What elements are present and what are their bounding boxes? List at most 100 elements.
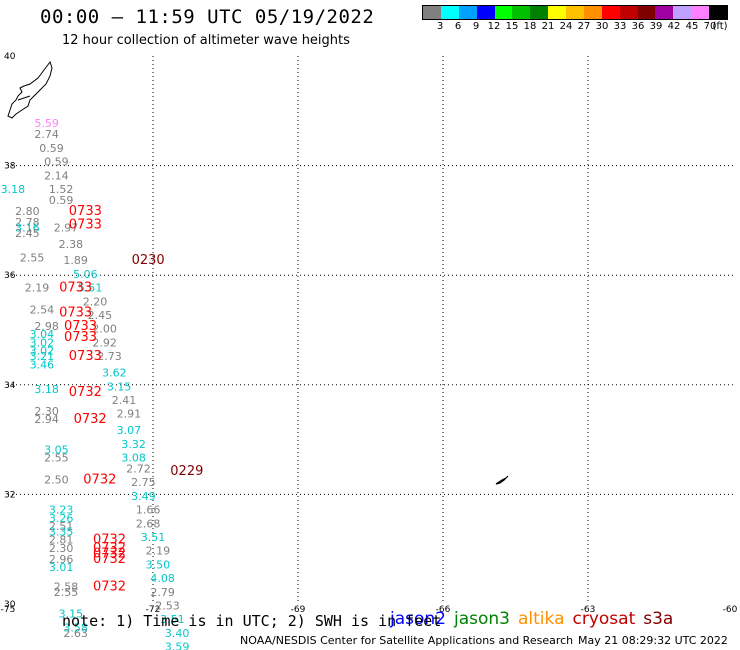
colorbar-swatch [691,6,709,19]
footnote: note: 1) Time is in UTC; 2) SWH is in fe… [62,612,442,630]
pass-time-label: 0732 [93,533,126,548]
lon-tick-label: -60 [723,605,738,615]
wave-height-label: 3.32 [121,438,146,451]
wave-height-label: 2.75 [131,476,156,489]
wave-height-label: 2.30 [34,405,59,418]
generated-datetime: May 21 08:29:32 UTC 2022 [578,634,728,647]
wave-height-label: 2.73 [97,350,122,363]
colorbar-swatch [530,6,549,19]
pass-time-label: 0732 [93,541,126,556]
pass-time-label: 0733 [64,330,97,345]
satellite-legend: jason2 jason3 altika cryosat s3a [390,609,681,629]
lat-tick-label: 38 [4,162,16,172]
pass-time-label: 0733 [69,204,102,219]
pass-time-label: 0732 [93,546,126,561]
wave-height-label: 2.50 [44,473,69,486]
wave-height-label: 3.26 [49,512,74,525]
wave-height-label: 2.20 [83,295,108,308]
wave-height-label: 2.54 [30,304,55,317]
colorbar-label: 3 [436,21,444,32]
colorbar-unit: (ft) [712,21,728,32]
wave-height-label: 2.30 [49,542,74,555]
colorbar-label: 18 [523,21,537,32]
wave-height-label: 1.89 [63,254,88,267]
colorbar-swatch [440,6,459,19]
colorbar-label: 6 [454,21,462,32]
wave-height-label: 2.91 [117,408,142,421]
wave-height-label: 5.06 [73,268,98,281]
lat-tick-label: 30 [4,600,16,610]
wave-height-label: 2.58 [54,580,79,593]
colorbar-swatch [655,6,674,19]
lon-tick-label: -63 [581,605,596,615]
colorbar-label: 42 [667,21,681,32]
colorbar-label: 21 [541,21,555,32]
wave-height-label: 2.41 [112,394,137,407]
colorbar-swatch [583,6,602,19]
lon-tick-label: -66 [436,605,451,615]
legend-entry: s3a [643,609,674,629]
wave-height-label: 3.07 [117,424,142,437]
colorbar-swatch [458,6,477,19]
wave-height-label: 2.51 [49,520,74,533]
wave-height-label: 3.51 [160,613,185,626]
wave-height-label: 5.59 [34,117,59,130]
colorbar-label: 33 [613,21,627,32]
wave-height-label: 0.59 [49,194,74,207]
lon-tick-label: -72 [146,605,161,615]
wave-height-label: 2.45 [15,227,40,240]
wave-height-label: 3.18 [34,383,59,396]
pass-time-label: 0733 [69,349,102,364]
pass-time-label: 0733 [59,305,92,320]
colorbar-label: 30 [595,21,609,32]
colorbar-swatch [601,6,620,19]
colorbar-swatch [512,6,531,19]
wave-height-label: 3.15 [107,380,132,393]
wave-height-label: 0.59 [39,142,64,155]
wave-height-label: 3.40 [165,627,190,640]
wave-height-label: 3.23 [49,504,74,517]
colorbar-swatch [673,6,692,19]
wave-height-label: 3.58 [63,621,88,634]
colorbar [422,5,728,20]
wave-height-label: 2.98 [34,320,59,333]
wave-height-label: 3.35 [49,526,74,539]
island-shape [495,475,509,485]
wave-height-label: 0.59 [44,156,69,169]
wave-height-label: 3.04 [30,328,55,341]
pass-time-label: 0229 [170,464,203,479]
legend-entry: altika [518,609,565,629]
colorbar-swatch [423,6,441,19]
pass-time-label: 0230 [132,253,165,268]
wave-height-label: 3.02 [30,336,55,349]
wave-height-label: 3.59 [165,641,190,650]
pass-time-label: 0732 [93,579,126,594]
pass-time-label: 0732 [83,472,116,487]
colorbar-swatch [566,6,584,19]
colorbar-swatch [494,6,513,19]
colorbar-label: 12 [487,21,501,32]
colorbar-labels: 3 6 9 12 15 18 21 24 27 30 33 36 39 42 45 70 (ft) [430,21,740,33]
wave-height-label: 3.49 [131,490,156,503]
wave-height-label: 3.08 [121,452,146,465]
wave-height-label: 3.18 [1,183,26,196]
wave-height-label: 2.68 [136,517,161,530]
wave-height-label: 2.74 [34,128,59,141]
colorbar-swatch [637,6,656,19]
page-subtitle: 12 hour collection of altimeter wave hei… [62,33,350,48]
wave-height-label: 2.45 [88,309,113,322]
wave-height-label: 2.19 [146,545,171,558]
wave-height-label: 2.97 [54,221,79,234]
wave-height-label: 2.81 [49,534,74,547]
wave-height-label: 2.53 [155,599,180,612]
legend-entry: cryosat [572,609,636,629]
wave-height-label: 2.80 [15,205,40,218]
lat-tick-label: 40 [4,52,16,62]
pass-time-label: 0732 [93,552,126,567]
wave-height-label: 2.38 [59,238,84,251]
colorbar-swatch [476,6,495,19]
wave-height-label: 2.55 [20,252,45,265]
colorbar-label: 45 [685,21,699,32]
colorbar-label: 36 [631,21,645,32]
